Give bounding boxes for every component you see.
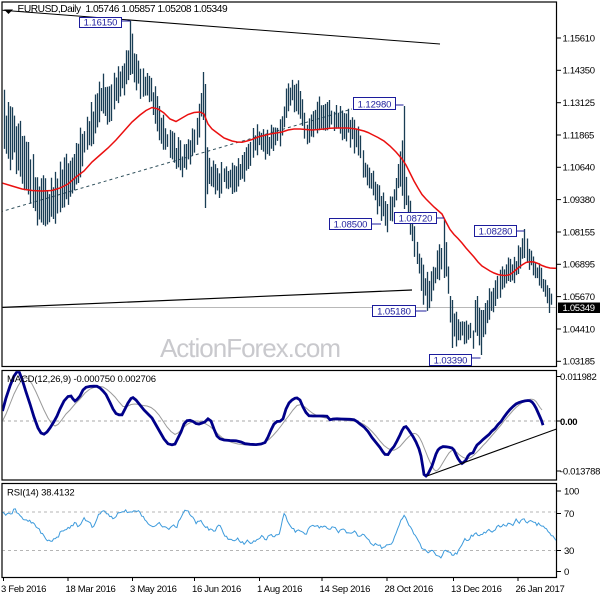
svg-text:26 Jan 2017: 26 Jan 2017: [516, 584, 565, 595]
svg-text:-0.013788: -0.013788: [560, 466, 600, 477]
svg-text:1.12980: 1.12980: [358, 99, 392, 110]
svg-text:0.011982: 0.011982: [560, 372, 597, 383]
svg-text:14 Sep 2016: 14 Sep 2016: [320, 584, 371, 595]
svg-text:30: 30: [564, 546, 574, 557]
svg-text:16 Jun 2016: 16 Jun 2016: [192, 584, 241, 595]
svg-text:100: 100: [564, 486, 579, 497]
svg-text:28 Oct 2016: 28 Oct 2016: [385, 584, 433, 595]
svg-text:1.05670: 1.05670: [563, 292, 595, 303]
svg-text:1.08720: 1.08720: [399, 213, 433, 224]
svg-text:1.03390: 1.03390: [434, 355, 468, 366]
svg-text:1.16150: 1.16150: [84, 17, 118, 28]
svg-text:1 Aug 2016: 1 Aug 2016: [257, 584, 302, 595]
svg-text:RSI(14) 38.4132: RSI(14) 38.4132: [7, 488, 74, 499]
svg-text:1.08280: 1.08280: [479, 226, 513, 237]
svg-text:1.04410: 1.04410: [563, 324, 595, 335]
svg-text:1.10640: 1.10640: [563, 163, 595, 174]
svg-text:3 May 2016: 3 May 2016: [130, 584, 177, 595]
svg-text:1.14350: 1.14350: [563, 66, 595, 77]
svg-text:ActionForex.com: ActionForex.com: [160, 333, 340, 363]
svg-text:70: 70: [564, 509, 574, 520]
svg-text:1.03185: 1.03185: [563, 357, 595, 368]
svg-text:0.00: 0.00: [560, 417, 577, 428]
svg-text:18 Mar 2016: 18 Mar 2016: [66, 584, 116, 595]
svg-text:3 Feb 2016: 3 Feb 2016: [1, 584, 46, 595]
svg-text:1.06895: 1.06895: [563, 260, 595, 271]
svg-text:1.13125: 1.13125: [563, 98, 595, 109]
svg-text:1.05349: 1.05349: [563, 303, 595, 314]
svg-text:1.09380: 1.09380: [563, 195, 595, 206]
svg-text:1.15610: 1.15610: [563, 33, 595, 44]
svg-text:1.08155: 1.08155: [563, 227, 595, 238]
svg-text:0: 0: [564, 567, 569, 578]
svg-text:EURUSD,Daily 1.05746 1.05857: EURUSD,Daily 1.05746 1.05857 1.05208 1.0…: [18, 4, 228, 15]
svg-text:1.08500: 1.08500: [334, 219, 368, 230]
svg-text:1.05180: 1.05180: [377, 306, 411, 317]
svg-text:1.11865: 1.11865: [563, 130, 595, 141]
svg-text:MACD(12,26,9) -0.000750 0.0027: MACD(12,26,9) -0.000750 0.002706: [7, 374, 156, 385]
svg-text:13 Dec 2016: 13 Dec 2016: [451, 584, 502, 595]
